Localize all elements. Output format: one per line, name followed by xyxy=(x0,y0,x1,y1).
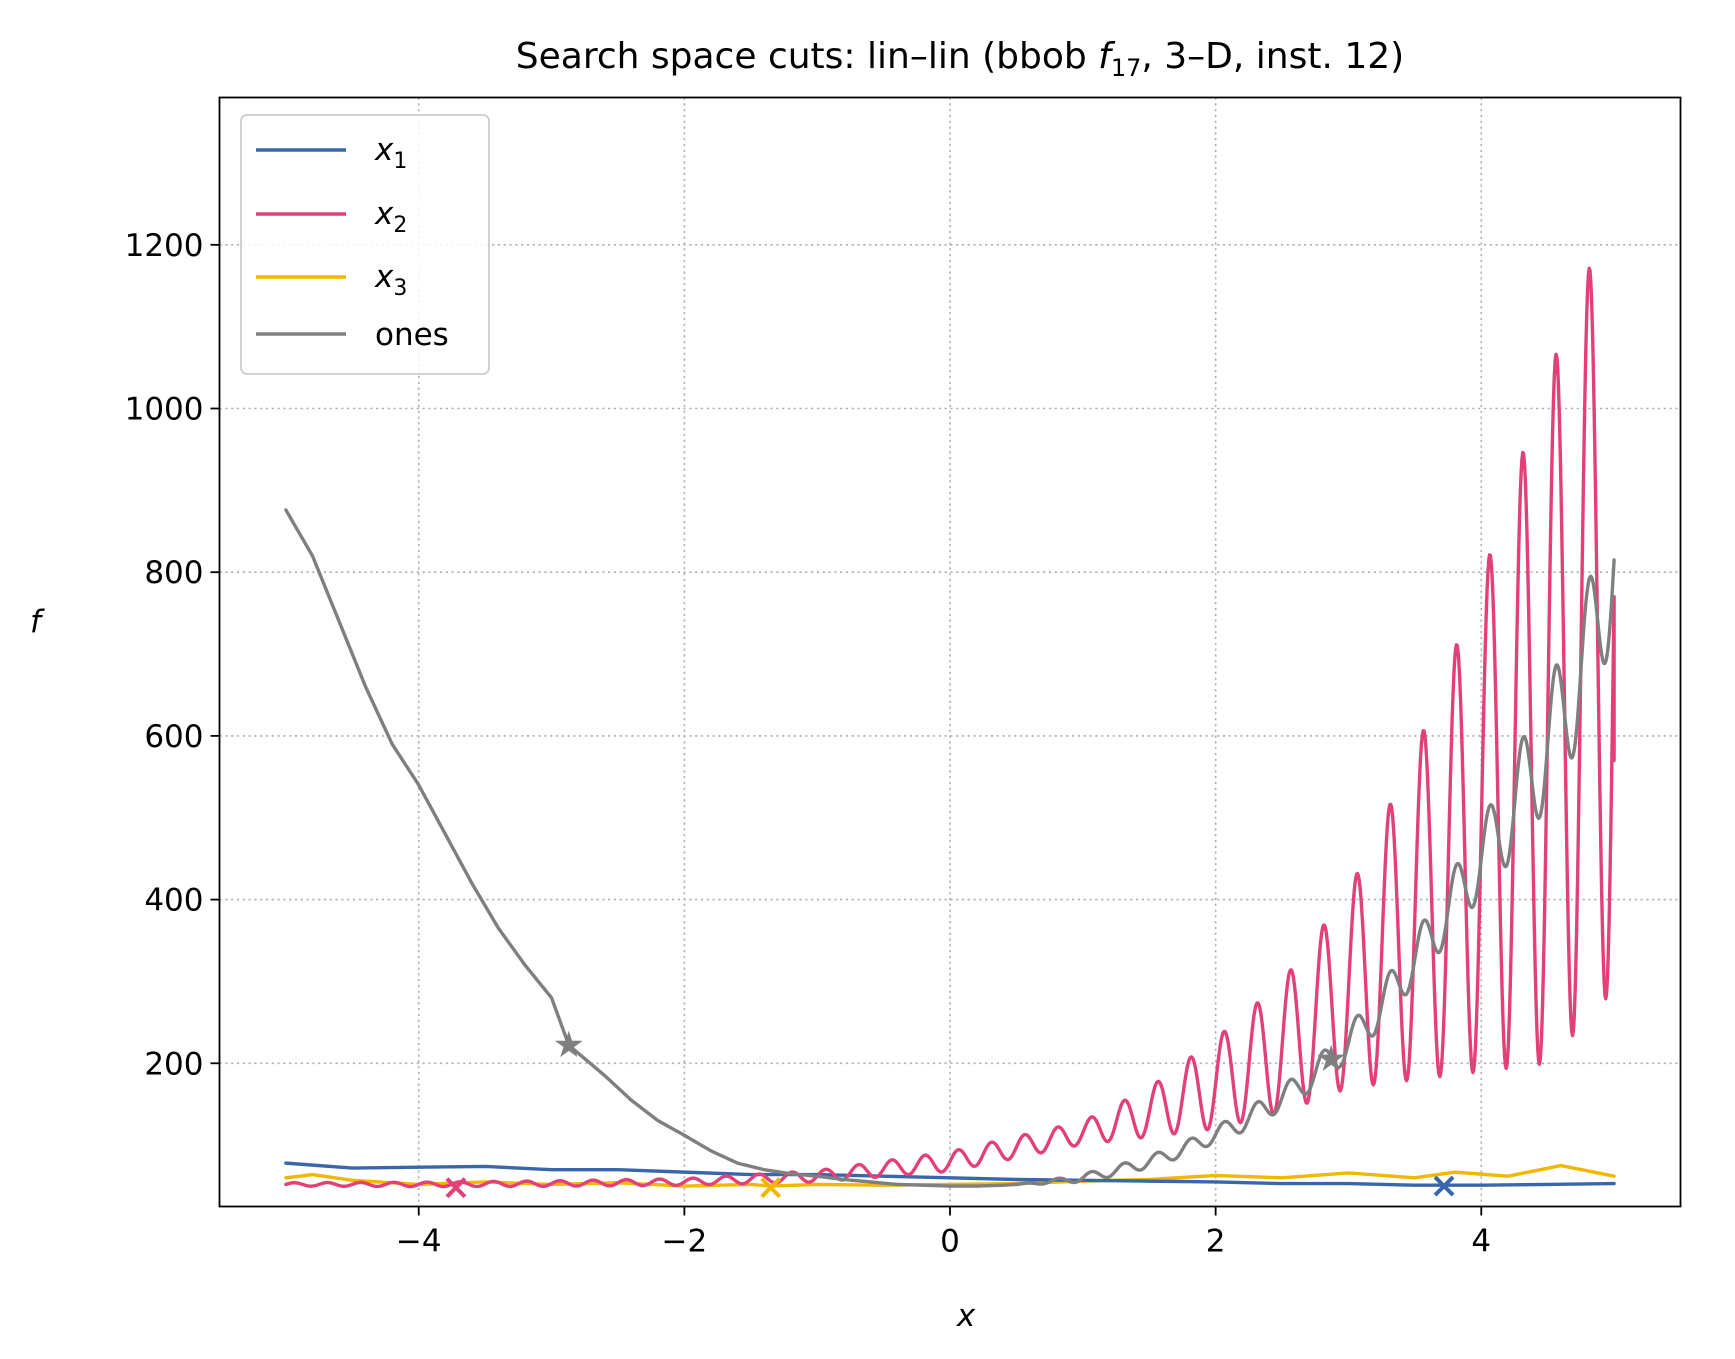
x-tick-label: 2 xyxy=(1206,1224,1226,1260)
plot-area xyxy=(284,266,1616,1189)
legend-label-x1: x1 xyxy=(374,132,407,174)
chart-title: Search space cuts: lin–lin (bbob f17, 3–… xyxy=(516,36,1404,82)
x-tick-label: 0 xyxy=(940,1224,960,1260)
axis-ticks: −4 −2 0 2 4 200 400 600 800 1000 1200 xyxy=(125,228,1492,1260)
series-line-x2 xyxy=(284,266,1616,1189)
x-tick-label: 4 xyxy=(1471,1224,1491,1260)
star-marker-ones xyxy=(1317,1044,1346,1071)
series-line-x1 xyxy=(284,1161,1616,1187)
y-tick-label: 1000 xyxy=(125,392,204,428)
x-tick-label: −2 xyxy=(662,1224,708,1260)
legend: x1 x2 x3 ones xyxy=(240,114,490,375)
optimum-marker-x1 xyxy=(1433,1175,1455,1197)
plot-frame xyxy=(218,96,1682,1208)
marker-stroke xyxy=(760,1177,782,1199)
x-tick-label: −4 xyxy=(396,1224,442,1260)
grid xyxy=(219,97,1681,1207)
legend-box xyxy=(240,114,490,375)
x-axis-label: x xyxy=(956,1298,976,1334)
y-tick-label: 600 xyxy=(144,719,203,755)
legend-label-x3: x3 xyxy=(374,259,407,301)
marker-stroke xyxy=(1433,1175,1455,1197)
markers xyxy=(445,1030,1455,1199)
optimum-marker-x2 xyxy=(445,1177,467,1199)
marker-stroke xyxy=(445,1177,467,1199)
legend-label-x2: x2 xyxy=(374,196,407,238)
series-line-ones xyxy=(284,508,1616,1188)
y-tick-label: 1200 xyxy=(125,228,204,264)
y-tick-label: 200 xyxy=(144,1046,203,1082)
legend-label-ones: ones xyxy=(375,317,449,353)
y-tick-label: 800 xyxy=(144,555,203,591)
y-tick-label: 400 xyxy=(144,883,203,919)
star-marker-ones xyxy=(554,1030,583,1058)
optimum-marker-x3 xyxy=(760,1177,782,1199)
